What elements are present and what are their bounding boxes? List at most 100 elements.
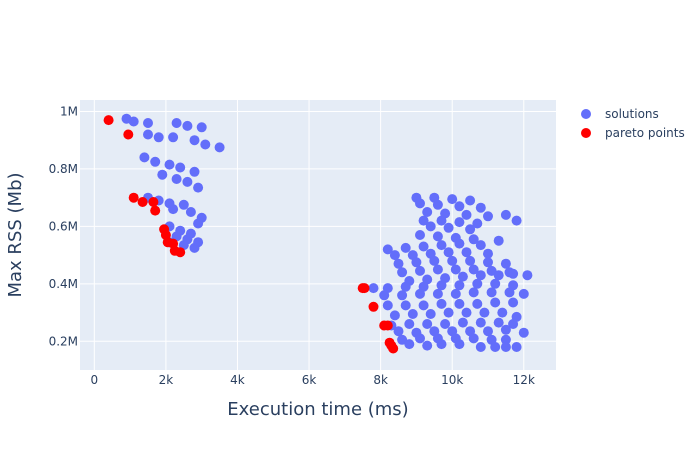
data-points <box>103 113 533 354</box>
solution-point <box>504 287 515 298</box>
solution-point <box>196 122 207 133</box>
solution-point <box>468 234 479 245</box>
solution-point <box>493 317 504 328</box>
solution-point <box>429 255 440 266</box>
solution-point <box>518 288 529 299</box>
solution-point <box>479 307 490 318</box>
solution-point <box>189 166 200 177</box>
solution-point <box>422 340 433 351</box>
solution-point <box>415 288 425 299</box>
solution-point <box>393 258 404 269</box>
solution-point <box>461 209 472 220</box>
solution-point <box>400 281 411 292</box>
solution-point <box>483 257 493 268</box>
solution-point <box>200 139 211 150</box>
solution-point <box>457 271 468 282</box>
pareto-point <box>359 283 370 294</box>
solution-point <box>436 215 447 226</box>
solution-point <box>415 265 425 276</box>
solution-point <box>508 268 519 279</box>
solution-point <box>143 129 153 140</box>
solution-point <box>443 222 454 233</box>
solution-point <box>461 307 472 318</box>
solution-point <box>415 230 425 240</box>
solution-point <box>425 309 436 319</box>
x-tick-label: 4k <box>230 373 245 387</box>
solution-point <box>457 317 468 328</box>
solution-point <box>415 333 425 344</box>
solution-point <box>475 202 486 213</box>
solution-point <box>465 195 476 206</box>
solution-point <box>153 132 164 143</box>
solution-point <box>164 159 175 170</box>
pareto-point <box>175 247 186 258</box>
pareto-point <box>123 129 134 140</box>
solution-point <box>472 218 483 229</box>
solution-point <box>447 255 458 266</box>
solution-point <box>175 162 186 173</box>
solution-point <box>397 290 408 301</box>
solution-point <box>411 257 422 268</box>
solution-point <box>436 280 447 291</box>
solution-point <box>422 319 433 329</box>
solution-point <box>379 290 390 301</box>
x-axis-title: Execution time (ms) <box>227 399 408 420</box>
y-tick-label: 1M <box>60 104 78 118</box>
solution-point <box>418 241 429 252</box>
solution-point <box>168 204 179 215</box>
solution-point <box>454 238 465 249</box>
pareto-point <box>150 205 161 216</box>
solution-point <box>475 270 486 281</box>
solution-point <box>404 319 415 329</box>
series-pareto-points <box>103 115 399 354</box>
solution-point <box>508 319 519 329</box>
solution-point <box>189 135 200 146</box>
solution-point <box>443 307 454 318</box>
legend-label: pareto points <box>605 126 685 140</box>
solution-point <box>483 248 493 259</box>
solution-point <box>436 240 447 251</box>
solution-point <box>454 339 465 350</box>
pareto-point <box>382 320 393 331</box>
solution-point <box>214 142 225 153</box>
solution-point <box>500 209 511 220</box>
pareto-point <box>148 197 159 207</box>
solution-point <box>475 240 486 251</box>
x-tick-label: 12k <box>513 373 535 387</box>
solution-point <box>493 235 504 246</box>
solution-point <box>404 339 415 350</box>
x-tick-label: 10k <box>441 373 463 387</box>
solution-point <box>415 198 425 209</box>
pareto-point <box>137 197 148 207</box>
solution-point <box>407 309 418 319</box>
solution-point <box>425 221 436 232</box>
solution-point <box>465 255 476 266</box>
legend[interactable]: solutions pareto points <box>581 107 685 140</box>
y-tick-label: 0.8M <box>49 162 78 176</box>
solution-point <box>139 152 150 163</box>
solution-point <box>511 342 522 352</box>
solution-point <box>443 247 454 258</box>
legend-item[interactable]: solutions <box>581 107 659 121</box>
pareto-point <box>388 343 399 354</box>
solution-point <box>422 207 433 217</box>
solution-point <box>475 342 486 352</box>
solution-point <box>382 300 393 311</box>
legend-marker <box>581 109 591 119</box>
solution-point <box>468 287 479 298</box>
solution-point <box>490 297 501 308</box>
solution-point <box>400 242 411 253</box>
solution-point <box>500 334 511 345</box>
solution-point <box>440 319 451 329</box>
solution-point <box>465 224 476 235</box>
solution-point <box>432 199 443 210</box>
solution-point <box>150 156 161 167</box>
series-solutions <box>121 113 533 352</box>
solution-point <box>522 270 533 281</box>
x-axis-ticks: 0 2k 4k 6k 8k 10k 12k <box>90 373 534 387</box>
legend-item[interactable]: pareto points <box>581 126 685 140</box>
solution-point <box>128 116 139 127</box>
solution-point <box>189 242 200 253</box>
